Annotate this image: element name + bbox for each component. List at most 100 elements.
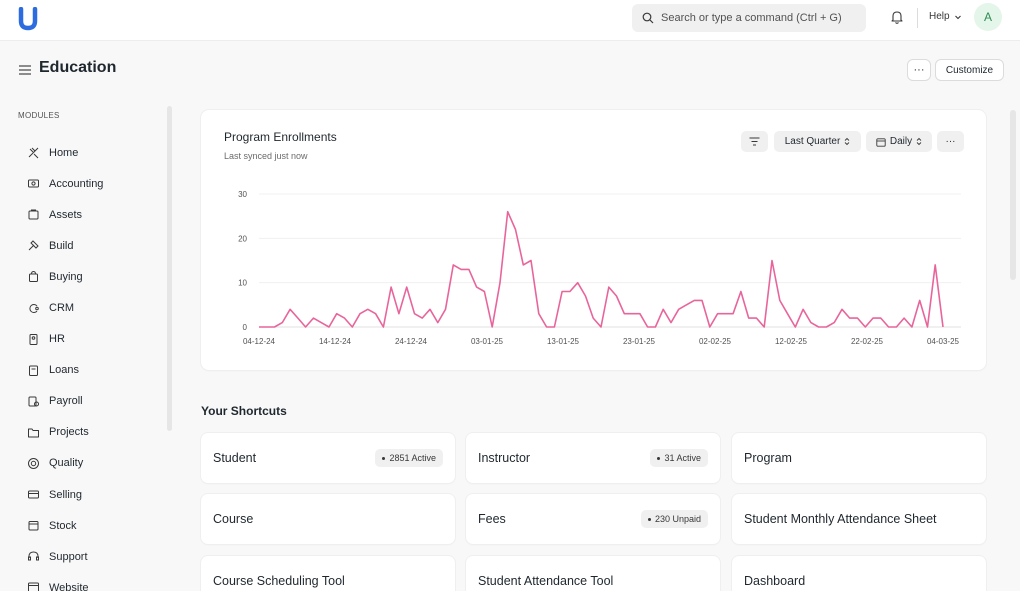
sidebar-item-label: Home [49, 146, 79, 159]
sidebar-item-payroll[interactable]: Payroll [17, 386, 167, 417]
time-interval-label: Daily [889, 136, 913, 147]
customize-button[interactable]: Customize [935, 59, 1004, 81]
shortcut-label: Fees [478, 512, 506, 526]
sidebar-item-quality[interactable]: Quality [17, 448, 167, 479]
sidebar-item-assets[interactable]: Assets [17, 199, 167, 230]
shortcut-count-badge: 230 Unpaid [640, 510, 708, 528]
sidebar-item-label: Support [49, 550, 88, 563]
chart-title: Program Enrollments [224, 130, 337, 144]
enrollments-chart: 0 10 20 30 04-12-24 14-12-24 24-12-24 03-01-25 1… [238, 190, 961, 346]
help-dropdown[interactable]: Help [929, 11, 962, 22]
app-logo-icon[interactable] [18, 7, 38, 31]
shortcuts-heading: Your Shortcuts [201, 404, 287, 418]
sidebar-section-label: MODULES [18, 111, 60, 120]
accounting-icon [28, 179, 39, 188]
projects-icon [28, 428, 39, 438]
shortcut-card[interactable]: Dashboard [732, 556, 986, 591]
shortcut-card[interactable]: Instructor 31 Active [466, 433, 720, 483]
shortcut-label: Dashboard [744, 574, 806, 588]
sidebar-item-crm[interactable]: CRM [17, 292, 167, 323]
shortcut-card[interactable]: Program [732, 433, 986, 483]
hamburger-menu-icon[interactable] [18, 64, 32, 76]
time-range-label: Last Quarter [784, 136, 841, 147]
x-tick-label: 13-01-25 [547, 337, 580, 346]
chart-sync-status: Last synced just now [224, 151, 308, 161]
chevron-down-icon [954, 15, 961, 19]
sidebar-item-label: Assets [49, 208, 83, 221]
enrollments-series-line[interactable] [259, 210, 944, 328]
sidebar-item-hr[interactable]: HR [17, 324, 167, 355]
sidebar-item-label: HR [49, 333, 65, 346]
chart-card: 0 10 20 30 04-12-24 14-12-24 24-12-24 03-01-25 1… [201, 110, 986, 370]
website-icon [28, 582, 39, 591]
search-bar[interactable] [632, 4, 866, 32]
payroll-icon [28, 396, 39, 407]
page-title: Education [39, 59, 117, 76]
shortcut-count-badge: 31 Active [650, 449, 708, 467]
buying-icon [29, 271, 38, 283]
sidebar-item-label: Selling [49, 488, 83, 501]
shortcut-card[interactable]: Course [201, 494, 455, 544]
shortcut-label: Program [744, 451, 792, 465]
sidebar-scrollbar[interactable] [167, 106, 172, 431]
shortcut-card[interactable]: Student 2851 Active [201, 433, 455, 483]
sidebar-item-loans[interactable]: Loans [17, 355, 167, 386]
hr-icon [29, 333, 38, 345]
sidebar-item-label: Loans [49, 364, 79, 377]
sidebar-item-support[interactable]: Support [17, 541, 167, 572]
user-avatar[interactable]: A [974, 3, 1002, 31]
x-tick-label: 03-01-25 [471, 337, 504, 346]
x-tick-label: 04-12-24 [243, 337, 276, 346]
stock-icon [28, 521, 39, 531]
sidebar-item-label: CRM [49, 302, 75, 315]
crm-icon [29, 303, 39, 313]
select-updown-icon [844, 137, 850, 146]
sidebar-item-projects[interactable]: Projects [17, 417, 167, 448]
loans-icon [29, 365, 38, 376]
sidebar-item-label: Projects [49, 426, 89, 439]
chart-filter-button[interactable] [741, 131, 768, 152]
home-icon [28, 147, 39, 159]
shortcut-card[interactable]: Fees 230 Unpaid [466, 494, 720, 544]
page-more-button[interactable]: ··· [907, 59, 931, 81]
x-tick-label: 14-12-24 [319, 337, 352, 346]
shortcut-card[interactable]: Student Monthly Attendance Sheet [732, 494, 986, 544]
sidebar-item-website[interactable]: Website [17, 572, 167, 591]
selling-icon [28, 490, 39, 499]
shortcut-label: Student Monthly Attendance Sheet [744, 512, 937, 526]
build-icon [28, 240, 39, 251]
sidebar-item-home[interactable]: Home [17, 137, 167, 168]
sidebar-item-label: Stock [49, 519, 77, 532]
search-input[interactable] [661, 12, 861, 24]
sidebar-item-buying[interactable]: Buying [17, 261, 167, 292]
x-tick-label: 24-12-24 [395, 337, 428, 346]
sidebar: MODULES Home Accounting Assets Build Buy… [0, 100, 175, 591]
sidebar-item-selling[interactable]: Selling [17, 479, 167, 510]
assets-icon [28, 209, 39, 220]
sidebar-item-label: Website [49, 581, 89, 591]
badge-dot [647, 517, 651, 521]
sidebar-item-label: Quality [49, 457, 84, 470]
navbar-divider [917, 8, 918, 28]
y-tick-label: 10 [238, 279, 247, 288]
badge-text: 230 Unpaid [654, 514, 701, 524]
shortcut-card[interactable]: Course Scheduling Tool [201, 556, 455, 591]
filter-icon [749, 137, 760, 146]
x-tick-label: 04-03-25 [927, 337, 960, 346]
sidebar-item-build[interactable]: Build [17, 230, 167, 261]
time-interval-select[interactable]: Daily [866, 131, 932, 152]
calendar-icon [876, 137, 886, 147]
sidebar-item-label: Payroll [49, 395, 83, 408]
time-range-select[interactable]: Last Quarter [774, 131, 861, 152]
y-tick-label: 30 [238, 190, 247, 199]
x-tick-label: 22-02-25 [851, 337, 884, 346]
sidebar-item-accounting[interactable]: Accounting [17, 168, 167, 199]
notification-bell-icon[interactable] [889, 9, 905, 25]
badge-dot [657, 456, 661, 460]
chart-more-button[interactable]: ··· [937, 131, 964, 152]
badge-text: 2851 Active [389, 453, 436, 463]
badge-dot [382, 456, 386, 460]
shortcut-card[interactable]: Student Attendance Tool [466, 556, 720, 591]
page-scrollbar[interactable] [1010, 110, 1016, 280]
sidebar-item-stock[interactable]: Stock [17, 510, 167, 541]
